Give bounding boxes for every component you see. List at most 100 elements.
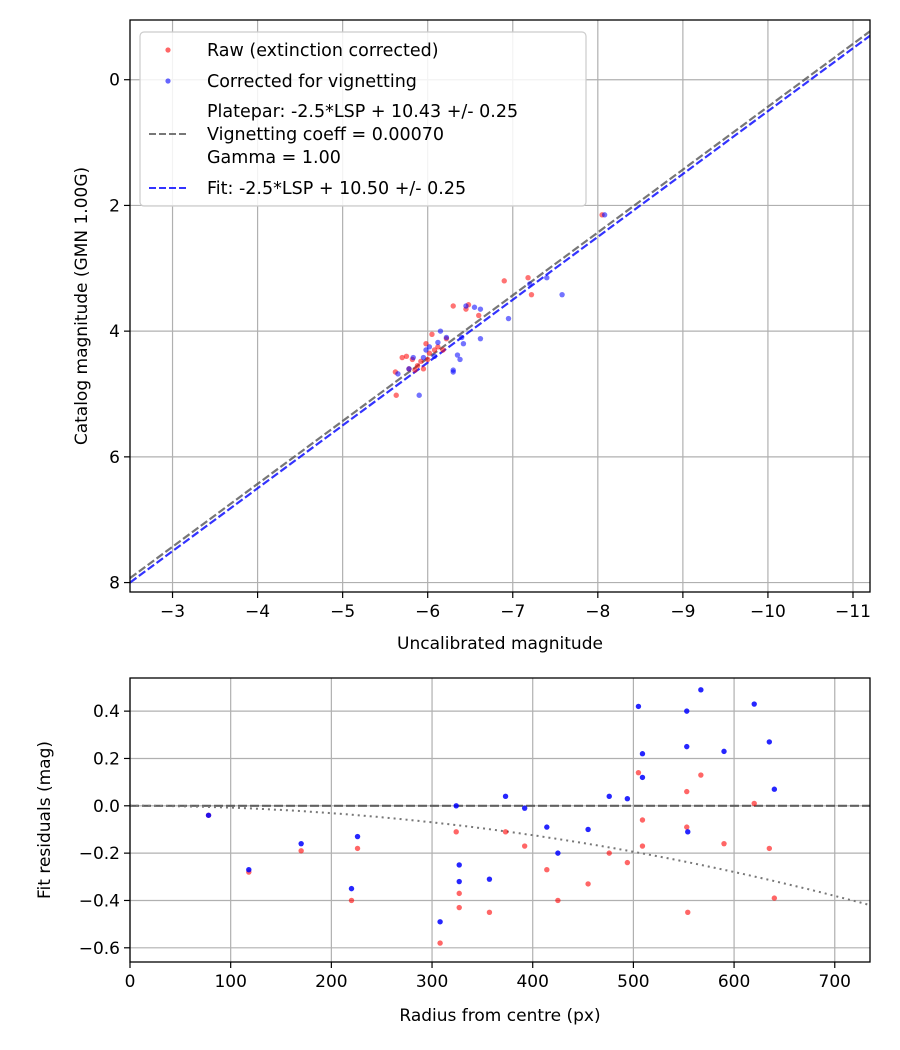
corrected-point [416, 392, 422, 398]
corrected-residual-point [771, 786, 778, 792]
raw-residual-point [585, 881, 591, 887]
corrected-point [406, 366, 412, 372]
corrected-residual-point [684, 743, 690, 750]
corrected-point [443, 334, 450, 341]
y-tick-label: 4 [109, 322, 120, 342]
corrected-residual-point [502, 793, 509, 800]
vignetting-curve [130, 804, 870, 907]
corrected-point [395, 371, 401, 377]
corrected-point [463, 303, 469, 309]
bottom-y-axis-label: Fit residuals (mag) [35, 741, 55, 899]
raw-residual-point [521, 843, 528, 849]
legend-corrected-label: Corrected for vignetting [207, 72, 417, 92]
fit-line [130, 34, 870, 584]
raw-residual-point [721, 840, 727, 847]
corrected-residual-point [685, 829, 691, 835]
corrected-point [459, 334, 465, 341]
raw-residual-point [544, 867, 550, 873]
corrected-residual-point [751, 701, 757, 707]
x-tick-label: −6 [415, 602, 440, 622]
top-x-axis-label: Uncalibrated magnitude [397, 634, 603, 654]
corrected-point [559, 291, 565, 298]
corrected-residual-point [624, 796, 631, 802]
x-tick-label: 600 [718, 972, 750, 992]
raw-point [403, 353, 410, 359]
legend-box [139, 31, 587, 207]
x-tick-label: −5 [330, 602, 355, 622]
corrected-point [431, 353, 438, 359]
raw-point [440, 347, 446, 353]
y-tick-label: 0.0 [93, 797, 120, 817]
corrected-residual-point [698, 687, 704, 693]
corrected-point [437, 328, 444, 334]
x-tick-label: 300 [416, 972, 448, 992]
corrected-point [454, 352, 461, 358]
raw-residual-point [456, 904, 462, 911]
corrected-point [505, 315, 512, 322]
corrected-point [601, 212, 608, 218]
top-scatter-points [392, 212, 608, 398]
raw-point [423, 341, 429, 347]
corrected-point [423, 347, 429, 353]
corrected-point [460, 341, 467, 347]
corrected-point [477, 335, 484, 342]
raw-residual-point [437, 940, 443, 946]
top-x-ticks: −3 −4 −5 −6 −7 −8 −9 −10 −11 [160, 592, 871, 622]
raw-point [412, 367, 418, 373]
legend-raw-label: Raw (extinction corrected) [207, 41, 439, 61]
raw-point [414, 363, 421, 369]
raw-residual-point [456, 890, 462, 897]
corrected-residual-point [354, 833, 361, 840]
legend-corrected-marker [165, 78, 171, 84]
x-tick-label: −7 [500, 602, 525, 622]
raw-point [528, 291, 535, 298]
y-tick-label: 0.2 [93, 749, 120, 769]
raw-residual-point [348, 897, 355, 904]
legend: Raw (extinction corrected) Corrected for… [139, 31, 587, 207]
corrected-residual-point [456, 862, 462, 868]
corrected-residual-point [684, 708, 690, 714]
raw-residual-point [298, 848, 304, 854]
corrected-residual-point [639, 774, 646, 781]
corrected-point [477, 306, 484, 312]
x-tick-label: 100 [214, 972, 246, 992]
raw-point [399, 354, 405, 361]
y-tick-label: 2 [109, 196, 120, 216]
corrected-point [457, 356, 463, 363]
corrected-residual-point [585, 826, 591, 833]
raw-residual-point [766, 845, 773, 852]
x-tick-label: −10 [750, 602, 786, 622]
corrected-point [435, 339, 441, 346]
raw-residual-point [624, 859, 631, 866]
y-tick-label: −0.6 [79, 939, 120, 959]
corrected-point [450, 369, 456, 375]
x-tick-label: −8 [585, 602, 610, 622]
corrected-residual-point [555, 850, 561, 856]
corrected-residual-point [348, 885, 355, 892]
top-y-ticks: 0 2 4 6 8 [109, 71, 130, 594]
bottom-scatter-points [205, 687, 778, 946]
corrected-point [527, 281, 533, 287]
corrected-residual-point [721, 748, 727, 755]
corrected-residual-point [437, 919, 443, 925]
raw-point [450, 303, 456, 309]
corrected-point [426, 344, 433, 350]
x-tick-label: 200 [315, 972, 347, 992]
raw-residual-point [555, 897, 561, 904]
legend-raw-marker [165, 47, 171, 53]
corrected-residual-point [639, 751, 646, 757]
top-y-axis-label: Catalog magnitude (GMN 1.00G) [72, 167, 92, 445]
raw-point [431, 347, 438, 353]
raw-residual-point [684, 824, 690, 830]
top-fit-lines [130, 30, 870, 584]
raw-residual-point [354, 845, 361, 852]
corrected-residual-point [766, 739, 773, 745]
bottom-x-ticks: 0 100 200 300 400 500 600 700 [125, 962, 851, 992]
legend-platepar-line2: Vignetting coeff = 0.00070 [207, 125, 444, 145]
bottom-plot-frame [129, 677, 871, 963]
raw-residual-point [639, 817, 646, 823]
raw-point [393, 392, 399, 398]
raw-point [435, 344, 441, 350]
corrected-residual-point [298, 840, 304, 847]
